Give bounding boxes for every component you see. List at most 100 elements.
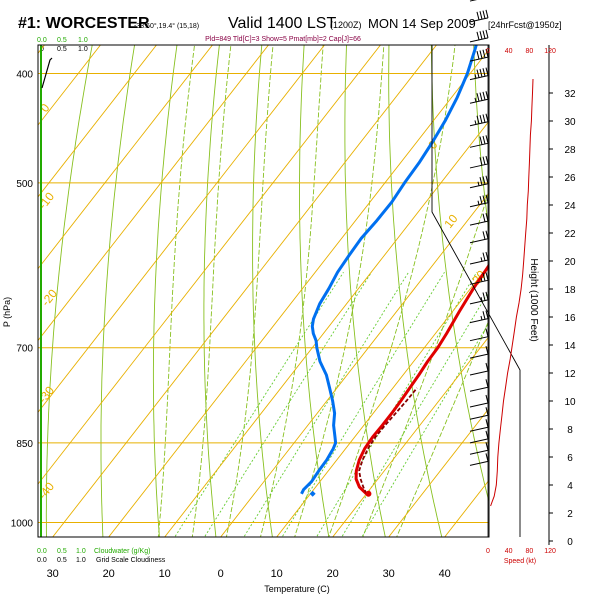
wind-barb [469, 91, 489, 104]
mixing-ratio-line [341, 290, 489, 537]
dry-adiabat [299, 45, 330, 537]
mixing-ratio-line [361, 321, 489, 537]
grid-scale-0-bottom: 0.0 [37, 557, 47, 564]
station-coords: -33.60°,19.4° (15,18) [134, 22, 199, 30]
surface-dewpoint-point [309, 490, 316, 497]
isotherm [0, 0, 161, 546]
dry-adiabat [388, 45, 443, 537]
height-tick-label: 0 [567, 537, 573, 548]
temperature-tick-label: 10 [159, 568, 171, 580]
grid-scale-1-bottom: 1.0 [76, 557, 86, 564]
forecast-label: [24hrFcst@1950z] [488, 20, 562, 30]
mixing-ratio-label: 3 [211, 541, 216, 550]
barb-flag [482, 272, 486, 282]
cloud-scale-1: 1.0 [78, 37, 88, 44]
mixing-ratio-label: 20 [366, 541, 376, 550]
isotherm [332, 335, 489, 537]
dry-adiabat [512, 0, 600, 546]
barb-staff [469, 426, 489, 432]
barb-flag [482, 114, 486, 123]
barb-flag [482, 311, 486, 320]
barb-staff [469, 0, 478, 2]
barb-flag [479, 92, 483, 101]
barb-flag [482, 176, 486, 185]
mixing-ratio-line [281, 271, 445, 537]
barb-flag [482, 292, 486, 301]
mixing-ratio-label: 2 [180, 541, 186, 550]
barb-flag [482, 156, 486, 165]
barb-flag [482, 135, 486, 145]
barb-staff [469, 386, 489, 392]
temperature-tick-label: 30 [47, 568, 59, 580]
isotherm [276, 264, 489, 537]
barb-half-flag [474, 120, 477, 125]
speed-axis-title: Speed (kt) [504, 558, 536, 565]
barb-panel-outline [431, 45, 521, 537]
barb-staff [469, 460, 489, 466]
dry-adiabat [100, 45, 136, 537]
isotherm-label: -10 [35, 189, 57, 212]
height-tick-label: 26 [564, 173, 576, 184]
height-tick-label: 2 [567, 509, 573, 520]
speed-tick-label-top: 80 [525, 48, 533, 55]
cloud-scale-05: 0.5 [57, 37, 67, 44]
wind-barb [469, 175, 489, 189]
barb-half-flag [480, 315, 483, 321]
isotherm-label: 10 [441, 211, 460, 230]
barb-flag [482, 30, 486, 39]
cloud-scale-05-bottom: 0.5 [57, 548, 67, 555]
wind-barb [469, 310, 489, 324]
mixing-ratio-label: 12 [322, 541, 331, 550]
barb-flag [482, 49, 486, 58]
barb-staff [469, 238, 489, 244]
barb-flag [479, 50, 483, 59]
wind-barb [469, 442, 489, 455]
barb-flag [479, 31, 483, 40]
barb-half-flag [474, 97, 477, 103]
barb-flag [482, 68, 486, 77]
wind-barb [469, 29, 489, 43]
isotherm [38, 45, 382, 485]
utc-time: (1200Z) [330, 20, 362, 30]
barb-staff [469, 353, 489, 359]
station-title: #1: WORCESTER [18, 15, 150, 32]
dry-adiabat [344, 45, 386, 537]
isotherm [52, 45, 438, 537]
moist-adiabat [362, 190, 489, 537]
dry-adiabat [203, 45, 220, 537]
wind-barb [469, 251, 489, 265]
barb-flag [479, 176, 483, 186]
valid-time: Valid 1400 LST [228, 15, 336, 32]
barb-staff [469, 163, 489, 169]
height-tick-label: 16 [564, 313, 576, 324]
speed-tick-label-bottom: 0 [486, 548, 490, 555]
isotherm [38, 45, 270, 342]
x-axis-title: Temperature (C) [264, 584, 330, 594]
barb-flag [485, 29, 489, 39]
barb-half-flag [477, 181, 480, 186]
axes: 1000850700500400300250302010010203040 [11, 70, 451, 580]
barb-flag [479, 68, 483, 78]
pressure-tick-label: 500 [16, 179, 33, 190]
height-axis-title: Height (1000 Feet) [528, 258, 539, 341]
moist-adiabat [294, 45, 385, 537]
barb-flag [482, 10, 486, 19]
height-tick-label: 8 [567, 425, 573, 436]
barb-half-flag [480, 277, 483, 282]
wind-barb [469, 394, 489, 408]
isotherm [38, 45, 158, 198]
parcel-profile [358, 387, 418, 495]
dry-adiabat [152, 45, 178, 537]
barb-flag [485, 9, 489, 19]
mixing-ratio-label: 5 [250, 541, 255, 550]
grid-scale-05: 0.5 [57, 46, 67, 53]
dewpoint-profile [300, 45, 478, 495]
pressure-tick-label: 1000 [11, 519, 34, 530]
wind-barb [469, 49, 489, 62]
moist-adiabat [157, 45, 195, 537]
mixing-ratio-line [174, 271, 344, 537]
barb-flag [482, 195, 486, 204]
barb-flag [476, 69, 480, 78]
moist-adiabat [328, 45, 456, 537]
